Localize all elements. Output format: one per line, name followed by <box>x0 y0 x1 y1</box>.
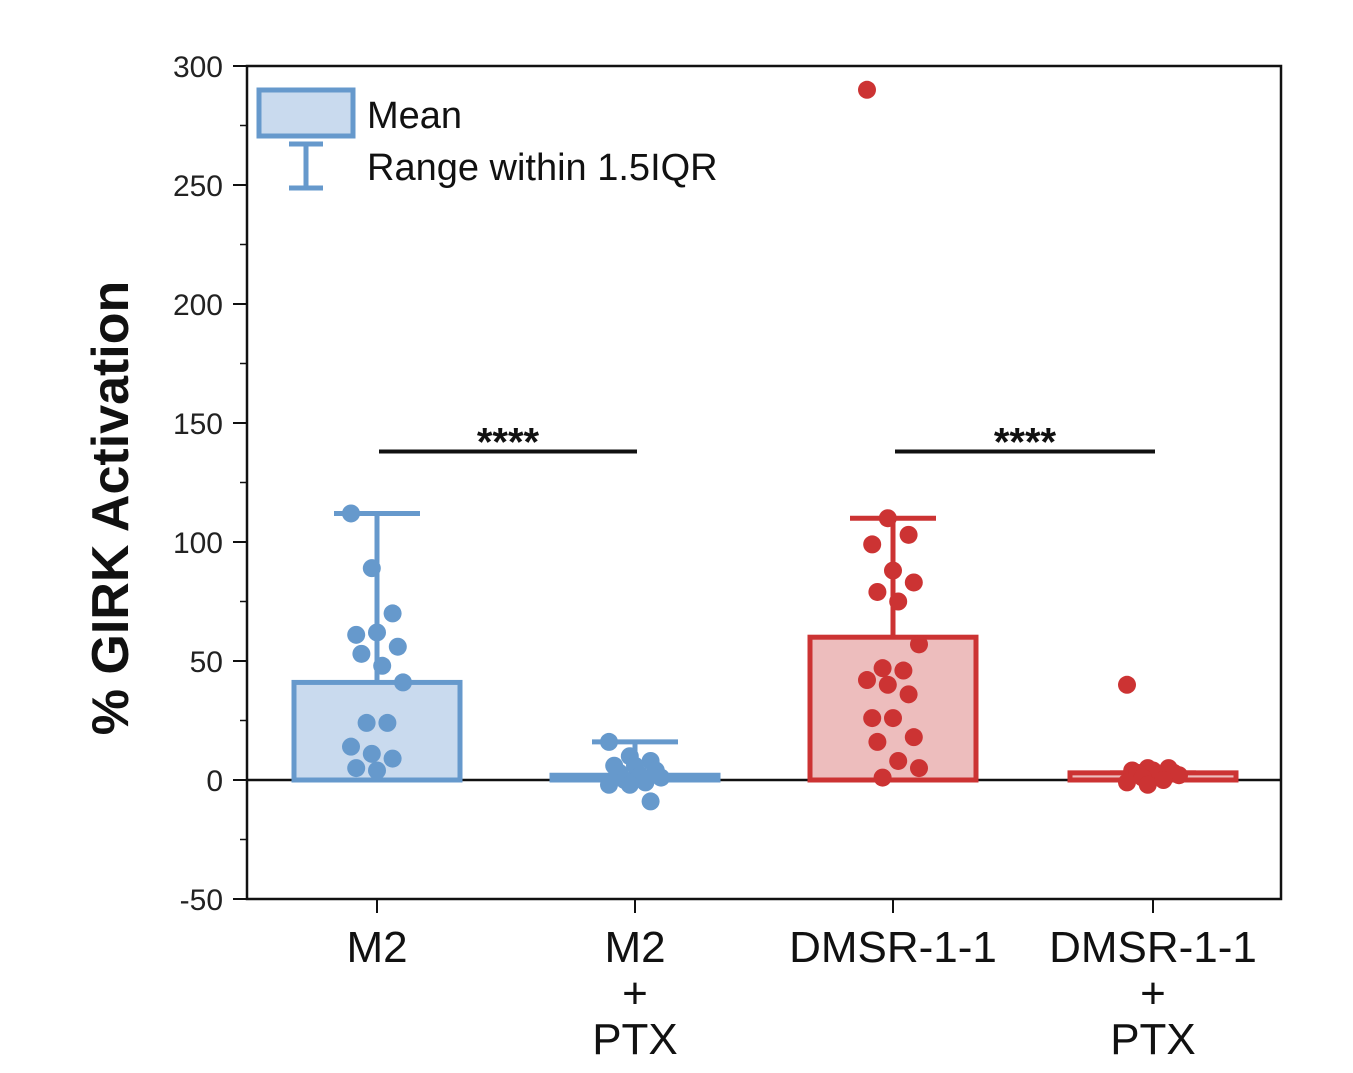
data-point-2-19 <box>910 759 928 778</box>
data-point-2-17 <box>868 732 887 751</box>
y-tick-label-0: -50 <box>180 884 223 917</box>
data-point-0-11 <box>342 737 360 756</box>
data-point-3-10 <box>1154 771 1173 789</box>
data-point-2-6 <box>868 582 887 601</box>
data-point-0-2 <box>383 604 402 623</box>
data-point-2-14 <box>863 709 882 728</box>
data-point-1-8 <box>652 768 670 787</box>
data-point-2-9 <box>873 659 892 678</box>
data-point-2-10 <box>894 661 913 680</box>
significance-label-1: **** <box>994 421 1057 465</box>
data-point-1-0 <box>600 732 618 751</box>
data-point-2-7 <box>889 592 908 611</box>
data-point-0-8 <box>394 673 412 692</box>
legend-range-label: Range within 1.5IQR <box>367 147 718 189</box>
data-point-2-15 <box>884 709 902 728</box>
x-tick-label-2: DMSR-1-1 <box>789 923 997 972</box>
y-axis: -50 0 50 100 150 200 250 300 <box>173 51 247 917</box>
legend-mean-label: Mean <box>367 95 462 137</box>
y-tick-label-3: 100 <box>173 527 223 560</box>
data-point-0-9 <box>357 713 376 732</box>
x-axis: M2 M2 + PTX DMSR-1-1 DMSR-1-1 + PTX <box>346 899 1257 1064</box>
data-point-1-11 <box>600 775 618 794</box>
significance-label-0: **** <box>477 421 540 465</box>
data-point-1-13 <box>641 792 660 811</box>
y-axis-label: % GIRK Activation <box>82 281 140 736</box>
data-point-0-6 <box>352 644 371 663</box>
data-point-2-13 <box>899 685 918 704</box>
data-point-0-1 <box>362 559 381 578</box>
data-point-0-12 <box>362 744 381 763</box>
data-point-3-0 <box>1118 675 1136 694</box>
plot-area: **** **** <box>247 80 1281 811</box>
legend: Mean Range within 1.5IQR <box>256 87 718 191</box>
data-point-0-5 <box>388 637 407 656</box>
data-point-2-8 <box>910 635 928 654</box>
data-point-2-5 <box>904 573 923 592</box>
data-point-2-4 <box>884 561 902 580</box>
data-point-2-2 <box>899 525 918 544</box>
data-point-3-12 <box>1138 775 1157 794</box>
data-point-0-14 <box>347 759 366 778</box>
data-point-2-16 <box>904 728 923 747</box>
data-point-2-0 <box>858 80 876 99</box>
data-point-1-10 <box>636 773 655 792</box>
data-point-0-15 <box>368 761 386 780</box>
x-tick-label-1: M2 + PTX <box>592 923 678 1064</box>
data-point-2-12 <box>878 675 897 694</box>
y-tick-label-5: 200 <box>173 289 223 322</box>
data-point-2-11 <box>858 671 876 690</box>
data-point-0-0 <box>342 504 360 523</box>
data-point-0-10 <box>378 713 397 732</box>
data-point-3-8 <box>1170 766 1188 785</box>
data-point-2-18 <box>889 751 908 770</box>
data-point-1-12 <box>620 775 639 794</box>
y-tick-label-1: 0 <box>206 765 223 798</box>
y-tick-label-2: 50 <box>190 646 223 679</box>
x-tick-label-0: M2 <box>346 923 407 972</box>
y-tick-label-7: 300 <box>173 51 223 84</box>
data-point-0-7 <box>373 656 392 675</box>
data-point-0-4 <box>368 623 386 642</box>
y-tick-label-4: 150 <box>173 408 223 441</box>
data-point-0-13 <box>383 749 402 768</box>
data-point-3-11 <box>1118 773 1136 792</box>
y-tick-label-6: 250 <box>173 170 223 203</box>
data-point-2-20 <box>873 768 892 787</box>
legend-mean-swatch <box>256 87 356 139</box>
data-point-2-1 <box>878 509 897 528</box>
data-point-2-3 <box>863 535 882 554</box>
x-tick-label-3: DMSR-1-1 + PTX <box>1049 923 1257 1064</box>
data-point-0-3 <box>347 625 366 644</box>
